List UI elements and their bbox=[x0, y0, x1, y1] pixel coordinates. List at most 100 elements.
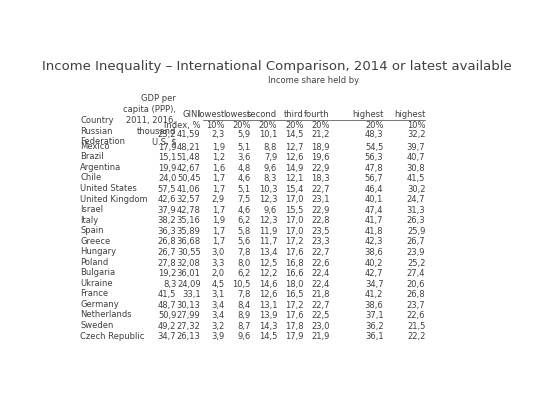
Text: 17,6: 17,6 bbox=[285, 248, 303, 257]
Text: 38,2: 38,2 bbox=[158, 216, 176, 226]
Text: 13,1: 13,1 bbox=[259, 301, 277, 310]
Text: 36,68: 36,68 bbox=[177, 237, 200, 247]
Text: 22,4: 22,4 bbox=[312, 279, 330, 289]
Text: Ukraine: Ukraine bbox=[80, 279, 113, 288]
Text: 16,5: 16,5 bbox=[285, 290, 303, 299]
Text: 47,4: 47,4 bbox=[365, 206, 383, 215]
Text: 50,9: 50,9 bbox=[158, 311, 176, 320]
Text: 23,1: 23,1 bbox=[312, 195, 330, 204]
Text: 9,6: 9,6 bbox=[264, 164, 277, 173]
Text: Mexico: Mexico bbox=[80, 142, 110, 151]
Text: 1,7: 1,7 bbox=[212, 227, 225, 236]
Text: 6,2: 6,2 bbox=[238, 269, 251, 278]
Text: 57,5: 57,5 bbox=[158, 185, 176, 194]
Text: 41,8: 41,8 bbox=[365, 227, 383, 236]
Text: 8,3: 8,3 bbox=[264, 174, 277, 183]
Text: 17,0: 17,0 bbox=[285, 227, 303, 236]
Text: 48,3: 48,3 bbox=[365, 130, 383, 139]
Text: 34,7: 34,7 bbox=[365, 279, 383, 289]
Text: 3,1: 3,1 bbox=[212, 290, 225, 299]
Text: 7,5: 7,5 bbox=[238, 195, 251, 204]
Text: 10,3: 10,3 bbox=[259, 185, 277, 194]
Text: Income share held by: Income share held by bbox=[268, 77, 360, 85]
Text: 39,7: 39,7 bbox=[407, 143, 426, 151]
Text: 4,6: 4,6 bbox=[238, 174, 251, 183]
Text: 41,5: 41,5 bbox=[407, 174, 426, 183]
Text: 23,5: 23,5 bbox=[312, 227, 330, 236]
Text: 36,3: 36,3 bbox=[158, 227, 176, 236]
Text: Russian
Federation: Russian Federation bbox=[80, 126, 125, 146]
Text: 1,6: 1,6 bbox=[212, 164, 225, 173]
Text: 42,3: 42,3 bbox=[365, 237, 383, 247]
Text: 41,06: 41,06 bbox=[177, 185, 200, 194]
Text: 26,13: 26,13 bbox=[177, 333, 200, 341]
Text: 9,6: 9,6 bbox=[264, 206, 277, 215]
Text: France: France bbox=[80, 290, 108, 298]
Text: 26,3: 26,3 bbox=[407, 216, 426, 226]
Text: 8,7: 8,7 bbox=[238, 322, 251, 331]
Text: 5,9: 5,9 bbox=[238, 130, 251, 139]
Text: 34,7: 34,7 bbox=[158, 333, 176, 341]
Text: GDP per
capita (PPP),
2011, 2016,
thousand
U.S. $: GDP per capita (PPP), 2011, 2016, thousa… bbox=[123, 94, 176, 146]
Text: 30,55: 30,55 bbox=[177, 248, 200, 257]
Text: 42,67: 42,67 bbox=[177, 164, 200, 173]
Text: 21,2: 21,2 bbox=[312, 130, 330, 139]
Text: 12,2: 12,2 bbox=[259, 269, 277, 278]
Text: United Kingdom: United Kingdom bbox=[80, 194, 147, 204]
Text: 24,7: 24,7 bbox=[407, 195, 426, 204]
Text: 22,7: 22,7 bbox=[312, 248, 330, 257]
Text: 13,4: 13,4 bbox=[259, 248, 277, 257]
Text: 23,7: 23,7 bbox=[407, 301, 426, 310]
Text: 1,7: 1,7 bbox=[212, 237, 225, 247]
Text: 27,4: 27,4 bbox=[407, 269, 426, 278]
Text: 40,2: 40,2 bbox=[365, 258, 383, 268]
Text: 3,9: 3,9 bbox=[212, 333, 225, 341]
Text: 48,21: 48,21 bbox=[177, 143, 200, 151]
Text: 11,7: 11,7 bbox=[259, 237, 277, 247]
Text: highest
20%: highest 20% bbox=[352, 111, 383, 130]
Text: Netherlands: Netherlands bbox=[80, 311, 132, 320]
Text: 23,3: 23,3 bbox=[311, 237, 330, 247]
Text: 27,8: 27,8 bbox=[158, 258, 176, 268]
Text: Argentina: Argentina bbox=[80, 163, 122, 172]
Text: 22,7: 22,7 bbox=[312, 185, 330, 194]
Text: 3,3: 3,3 bbox=[212, 258, 225, 268]
Text: fourth
20%: fourth 20% bbox=[304, 111, 330, 130]
Text: 24,0: 24,0 bbox=[158, 174, 176, 183]
Text: Country: Country bbox=[80, 116, 113, 125]
Text: 37,9: 37,9 bbox=[158, 206, 176, 215]
Text: 36,01: 36,01 bbox=[177, 269, 200, 278]
Text: 8,3: 8,3 bbox=[163, 279, 176, 289]
Text: 32,08: 32,08 bbox=[177, 258, 200, 268]
Text: second
20%: second 20% bbox=[247, 111, 277, 130]
Text: 17,9: 17,9 bbox=[158, 143, 176, 151]
Text: 4,5: 4,5 bbox=[212, 279, 225, 289]
Text: 15,5: 15,5 bbox=[285, 206, 303, 215]
Text: Income Inequality – International Comparison, 2014 or latest available: Income Inequality – International Compar… bbox=[42, 60, 511, 72]
Text: lowest
20%: lowest 20% bbox=[224, 111, 251, 130]
Text: 8,0: 8,0 bbox=[238, 258, 251, 268]
Text: Germany: Germany bbox=[80, 300, 119, 309]
Text: 37,1: 37,1 bbox=[365, 311, 383, 320]
Text: 2,0: 2,0 bbox=[212, 269, 225, 278]
Text: lowest
10%: lowest 10% bbox=[198, 111, 225, 130]
Text: 17,2: 17,2 bbox=[285, 237, 303, 247]
Text: 32,57: 32,57 bbox=[177, 195, 200, 204]
Text: 14,6: 14,6 bbox=[259, 279, 277, 289]
Text: 14,3: 14,3 bbox=[259, 322, 277, 331]
Text: 42,7: 42,7 bbox=[365, 269, 383, 278]
Text: 8,8: 8,8 bbox=[264, 143, 277, 151]
Text: 5,8: 5,8 bbox=[238, 227, 251, 236]
Text: 33,1: 33,1 bbox=[182, 290, 200, 299]
Text: 51,48: 51,48 bbox=[177, 153, 200, 162]
Text: 1,7: 1,7 bbox=[212, 174, 225, 183]
Text: 16,8: 16,8 bbox=[285, 258, 303, 268]
Text: 21,9: 21,9 bbox=[312, 333, 330, 341]
Text: 25,2: 25,2 bbox=[407, 258, 426, 268]
Text: 16,6: 16,6 bbox=[285, 269, 303, 278]
Text: 2,9: 2,9 bbox=[212, 195, 225, 204]
Text: 10,5: 10,5 bbox=[232, 279, 251, 289]
Text: 36,2: 36,2 bbox=[365, 322, 383, 331]
Text: 12,6: 12,6 bbox=[259, 290, 277, 299]
Text: 23,0: 23,0 bbox=[312, 322, 330, 331]
